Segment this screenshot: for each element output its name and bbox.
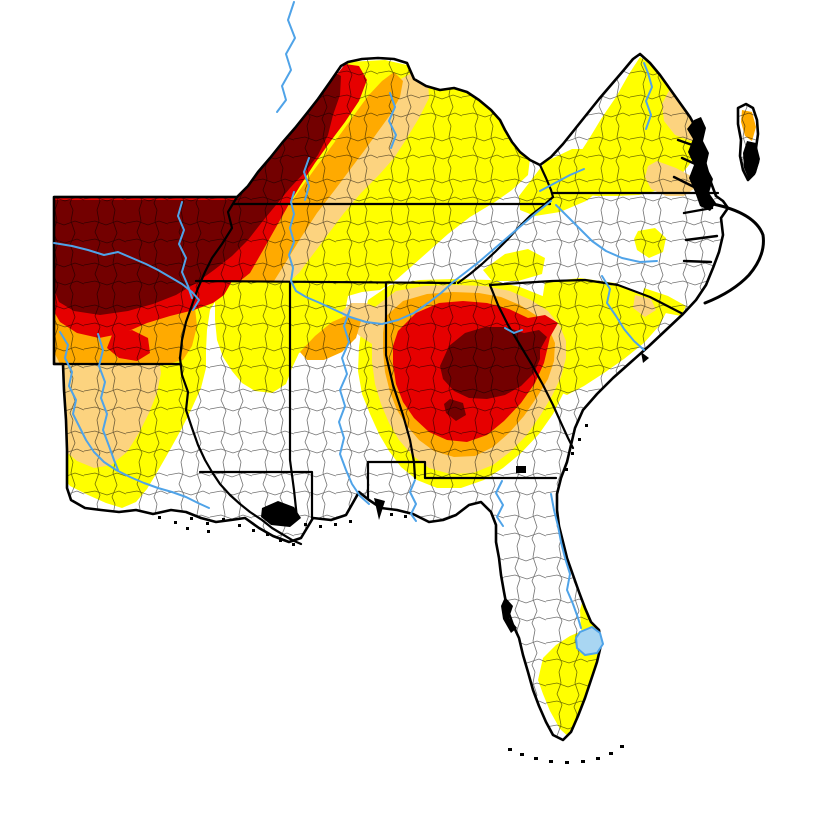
- tombigbee-river: [338, 309, 370, 505]
- mobile-bay: [374, 498, 385, 520]
- rivers: [53, 1, 658, 629]
- york-river-estuary: [680, 156, 706, 170]
- florida-keys: [508, 745, 624, 764]
- border-tennessee-south: [194, 279, 457, 285]
- tennessee-river: [288, 191, 552, 325]
- ouachita-river: [97, 333, 119, 471]
- border-mississippi-louisiana: [198, 470, 314, 520]
- apalachicola-river: [409, 479, 417, 522]
- lake-pontchartrain: [261, 501, 301, 527]
- region-outline: [52, 52, 730, 742]
- lake-okeechobee-group: [574, 625, 605, 657]
- suwannee-river: [495, 480, 504, 527]
- santee-river: [601, 275, 645, 351]
- savannah-headwater-lakes: [504, 327, 523, 334]
- pamlico-sound: [684, 234, 719, 242]
- border-georgia-southcarolina: [488, 283, 575, 450]
- white-river: [177, 201, 193, 299]
- border-alabama-florida: [366, 460, 558, 480]
- border-northcarolina-southcarolina: [488, 278, 685, 316]
- james-river-estuary: [672, 175, 702, 192]
- border-mississippi-river: [178, 195, 303, 546]
- roanoke-river: [555, 204, 658, 263]
- okefenokee-swamp: [516, 466, 526, 473]
- delmarva-lower-shore: [743, 141, 760, 180]
- tampa-bay: [501, 597, 517, 633]
- border-kentucky-virginia: [538, 163, 555, 199]
- albemarle-sound: [682, 206, 714, 215]
- outer-banks: [703, 202, 765, 305]
- gulf-marsh-speckles: [158, 513, 407, 546]
- mississippi-river-upper: [276, 1, 296, 113]
- charleston-harbor: [641, 352, 649, 363]
- lake-okeechobee: [574, 625, 605, 657]
- water-features: [158, 117, 765, 764]
- cumberland-river: [303, 157, 310, 201]
- border-tennessee-northcarolina: [456, 195, 555, 285]
- green-river: [388, 92, 397, 149]
- sea-island-speckles: [565, 424, 588, 471]
- shenandoah-river: [643, 62, 653, 130]
- neuse-estuary: [682, 259, 713, 264]
- rappahannock-estuary: [676, 138, 700, 149]
- red-river: [59, 331, 210, 509]
- st-johns-river: [550, 493, 582, 629]
- border-mississippi-alabama: [288, 281, 299, 520]
- arkansas-river: [53, 242, 200, 311]
- holston-river: [539, 168, 585, 192]
